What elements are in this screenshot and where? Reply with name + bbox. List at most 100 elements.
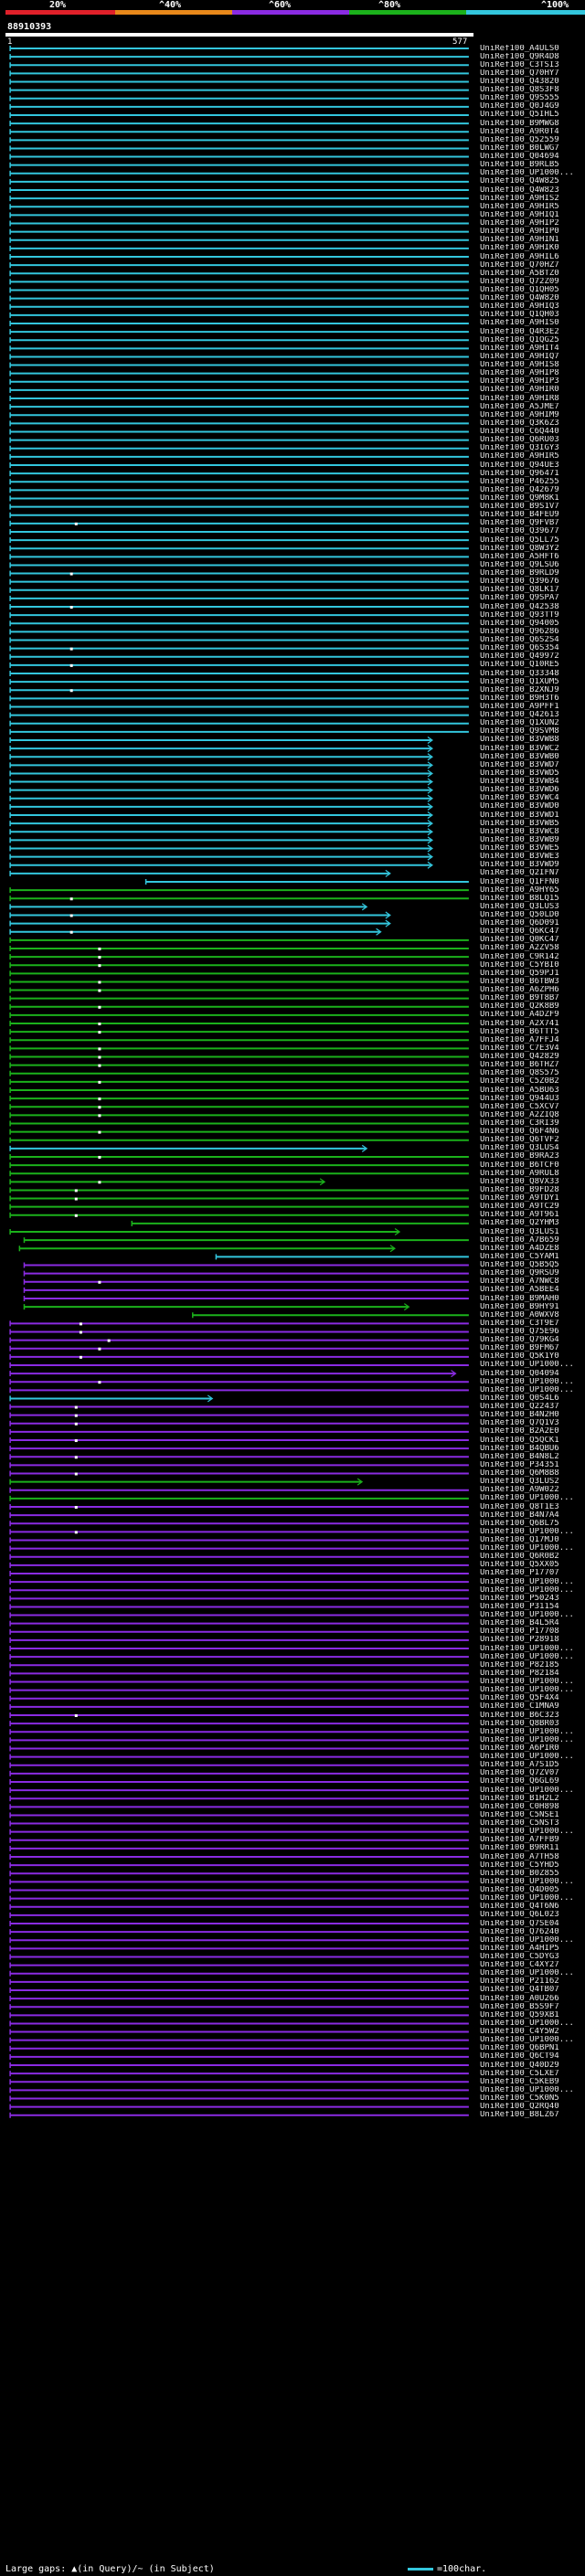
hit-label[interactable]: UniRef100_Q4R3E2: [480, 327, 559, 336]
hit-label[interactable]: UniRef100_UP1000...: [480, 1527, 574, 1536]
hit-label[interactable]: UniRef100_Q3IGY3: [480, 444, 559, 453]
hit-label[interactable]: UniRef100_A9W022: [480, 1486, 559, 1495]
hit-label[interactable]: UniRef100_A9HIS8: [480, 361, 559, 370]
hit-label[interactable]: UniRef100_C5DYG3: [480, 1952, 559, 1961]
hit-label[interactable]: UniRef100_Q04094: [480, 1369, 559, 1378]
hit-label[interactable]: UniRef100_B3VWD1: [480, 811, 559, 820]
hit-label[interactable]: UniRef100_Q1XUN2: [480, 719, 559, 728]
hit-label[interactable]: UniRef100_UP1000...: [480, 1585, 574, 1595]
hit-label[interactable]: UniRef100_P82184: [480, 1669, 559, 1678]
hit-label[interactable]: UniRef100_A2ZV58: [480, 944, 559, 953]
hit-label[interactable]: UniRef100_B6TBW3: [480, 977, 559, 986]
hit-label[interactable]: UniRef100_Q5B5Q5: [480, 1261, 559, 1270]
hit-label[interactable]: UniRef100_Q2K8B9: [480, 1002, 559, 1012]
hit-label[interactable]: UniRef100_Q9RSU9: [480, 1269, 559, 1278]
hit-label[interactable]: UniRef100_Q70HY7: [480, 69, 559, 78]
hit-label[interactable]: UniRef100_Q1FFN0: [480, 877, 559, 886]
hit-label[interactable]: UniRef100_B3VWB8: [480, 736, 559, 745]
hit-label[interactable]: UniRef100_A9TC29: [480, 1203, 559, 1212]
hit-label[interactable]: UniRef100_A9PFF1: [480, 702, 559, 711]
hit-label[interactable]: UniRef100_Q50LD0: [480, 910, 559, 919]
hit-label[interactable]: UniRef100_Q52559: [480, 135, 559, 144]
hit-label[interactable]: UniRef100_A4DZE8: [480, 1244, 559, 1253]
hit-label[interactable]: UniRef100_Q4TB07: [480, 1986, 559, 1995]
hit-label[interactable]: UniRef100_B3VWD7: [480, 760, 559, 769]
hit-label[interactable]: UniRef100_Q9M8K1: [480, 493, 559, 503]
hit-label[interactable]: UniRef100_Q3LUS4: [480, 1144, 559, 1153]
hit-label[interactable]: UniRef100_C1MNA9: [480, 1702, 559, 1712]
hit-label[interactable]: UniRef100_Q6L023: [480, 1911, 559, 1920]
hit-label[interactable]: UniRef100_Q3K6Z3: [480, 419, 559, 428]
hit-label[interactable]: UniRef100_A4DZF9: [480, 1011, 559, 1020]
hit-label[interactable]: UniRef100_Q8BR03: [480, 1719, 559, 1728]
hit-label[interactable]: UniRef100_A9R0T4: [480, 127, 559, 136]
hit-label[interactable]: UniRef100_Q5F4X4: [480, 1694, 559, 1703]
hit-label[interactable]: UniRef100_Q94005: [480, 619, 559, 628]
hit-label[interactable]: UniRef100_A9HIT4: [480, 344, 559, 353]
hit-label[interactable]: UniRef100_Q8T1E3: [480, 1502, 559, 1511]
hit-label[interactable]: UniRef100_B4FEU9: [480, 511, 559, 520]
hit-label[interactable]: UniRef100_Q76240: [480, 1927, 559, 1936]
hit-label[interactable]: UniRef100_UP1000...: [480, 1935, 574, 1945]
hit-label[interactable]: UniRef100_B4N2H0: [480, 1411, 559, 1420]
hit-label[interactable]: UniRef100_B9S1V7: [480, 503, 559, 512]
hit-label[interactable]: UniRef100_Q6GL69: [480, 1777, 559, 1786]
hit-label[interactable]: UniRef100_P31154: [480, 1602, 559, 1611]
hit-label[interactable]: UniRef100_C3T9E7: [480, 1319, 559, 1328]
hit-label[interactable]: UniRef100_Q42538: [480, 602, 559, 611]
hit-label[interactable]: UniRef100_B6C323: [480, 1711, 559, 1720]
hit-label[interactable]: UniRef100_B3VWD0: [480, 802, 559, 811]
hit-label[interactable]: UniRef100_C6Q440: [480, 428, 559, 437]
hit-label[interactable]: UniRef100_A9HIS0: [480, 319, 559, 328]
hit-label[interactable]: UniRef100_UP1000...: [480, 1735, 574, 1744]
hit-label[interactable]: UniRef100_C5LXE7: [480, 2069, 559, 2078]
hit-label[interactable]: UniRef100_A9T961: [480, 1211, 559, 1220]
hit-label[interactable]: UniRef100_Q9LSU6: [480, 560, 559, 569]
hit-label[interactable]: UniRef100_Q04694: [480, 153, 559, 162]
hit-label[interactable]: UniRef100_Q6S2S4: [480, 636, 559, 645]
hit-label[interactable]: UniRef100_A9HIK0: [480, 244, 559, 253]
hit-label[interactable]: UniRef100_Q5QCK1: [480, 1436, 559, 1445]
hit-label[interactable]: UniRef100_Q17MJ0: [480, 1535, 559, 1544]
hit-label[interactable]: UniRef100_Q9FVB7: [480, 519, 559, 528]
hit-label[interactable]: UniRef100_A9HY65: [480, 885, 559, 895]
hit-label[interactable]: UniRef100_Q4W825: [480, 177, 559, 186]
hit-label[interactable]: UniRef100_C0H898: [480, 1802, 559, 1811]
hit-label[interactable]: UniRef100_A9HIL6: [480, 252, 559, 261]
hit-label[interactable]: UniRef100_Q5XX05: [480, 1561, 559, 1570]
hit-label[interactable]: UniRef100_Q70HZ7: [480, 260, 559, 270]
hit-label[interactable]: UniRef100_Q3LUS1: [480, 1227, 559, 1236]
hit-label[interactable]: UniRef100_Q42829: [480, 1053, 559, 1062]
hit-label[interactable]: UniRef100_C4Y5W2: [480, 2028, 559, 2037]
hit-label[interactable]: UniRef100_C5NSE1: [480, 1810, 559, 1819]
hit-label[interactable]: UniRef100_Q0KC47: [480, 936, 559, 945]
hit-label[interactable]: UniRef100_UP1000...: [480, 1377, 574, 1386]
hit-label[interactable]: UniRef100_A9HIM9: [480, 410, 559, 419]
hit-label[interactable]: UniRef100_UP1000...: [480, 1678, 574, 1687]
hit-label[interactable]: UniRef100_Q6KC47: [480, 928, 559, 937]
hit-label[interactable]: UniRef100_A9HIR5: [480, 202, 559, 211]
hit-label[interactable]: UniRef100_A9HIP8: [480, 369, 559, 378]
hit-label[interactable]: UniRef100_C5YBI0: [480, 960, 559, 970]
hit-label[interactable]: UniRef100_A5BTZ0: [480, 269, 559, 278]
hit-label[interactable]: UniRef100_C5NST3: [480, 1819, 559, 1829]
hit-label[interactable]: UniRef100_Q79KG4: [480, 1336, 559, 1345]
hit-label[interactable]: UniRef100_Q0S4L6: [480, 1394, 559, 1403]
hit-label[interactable]: UniRef100_A5BEE4: [480, 1286, 559, 1295]
hit-label[interactable]: UniRef100_A0U266: [480, 1994, 559, 2003]
hit-label[interactable]: UniRef100_B3VWB0: [480, 752, 559, 761]
hit-label[interactable]: UniRef100_UP1000...: [480, 1786, 574, 1795]
hit-label[interactable]: UniRef100_B1H2L2: [480, 1794, 559, 1803]
hit-label[interactable]: UniRef100_UP1000...: [480, 2085, 574, 2094]
hit-label[interactable]: UniRef100_Q72Z09: [480, 277, 559, 286]
hit-label[interactable]: UniRef100_UP1000...: [480, 1753, 574, 1762]
hit-label[interactable]: UniRef100_Q49972: [480, 652, 559, 662]
hit-label[interactable]: UniRef100_B3VWD6: [480, 786, 559, 795]
hit-label[interactable]: UniRef100_Q0J4G9: [480, 102, 559, 111]
hit-label[interactable]: UniRef100_A9HIP0: [480, 228, 559, 237]
hit-label[interactable]: UniRef100_B3VWC8: [480, 827, 559, 836]
hit-label[interactable]: UniRef100_C9R142: [480, 952, 559, 961]
hit-label[interactable]: UniRef100_Q6BL75: [480, 1519, 559, 1528]
hit-label[interactable]: UniRef100_UP1000...: [480, 1894, 574, 1903]
hit-label[interactable]: UniRef100_A7B659: [480, 1235, 559, 1245]
